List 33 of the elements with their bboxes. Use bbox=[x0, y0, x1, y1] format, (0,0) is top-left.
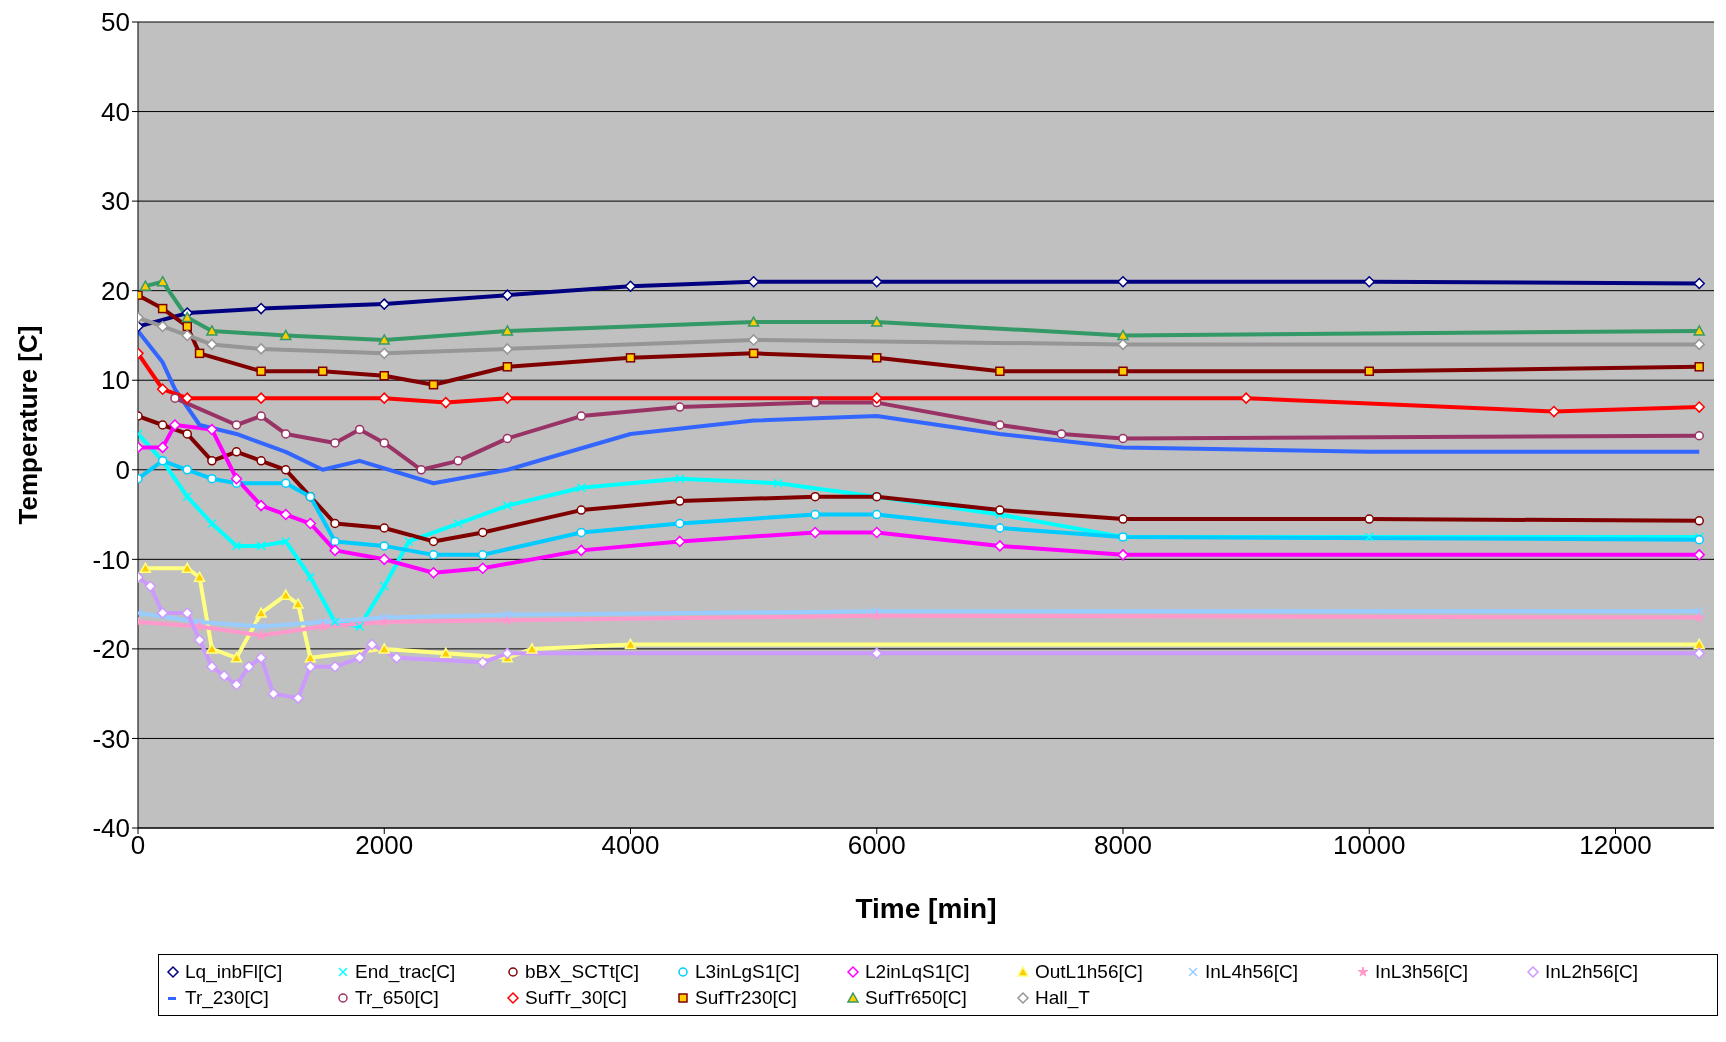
legend-label: Tr_230[C] bbox=[185, 987, 269, 1009]
x-tick-label: 6000 bbox=[847, 830, 906, 861]
legend-label: OutL1h56[C] bbox=[1035, 961, 1143, 983]
legend-label: SufTr650[C] bbox=[865, 987, 967, 1009]
legend-label: InL4h56[C] bbox=[1205, 961, 1298, 983]
x-tick-label: 12000 bbox=[1579, 830, 1652, 861]
y-tick-label: 30 bbox=[101, 186, 130, 217]
y-tick-label: -30 bbox=[92, 723, 130, 754]
legend-label: Tr_650[C] bbox=[355, 987, 439, 1009]
legend-label: bBX_SCTt[C] bbox=[525, 961, 640, 983]
y-tick-label: 20 bbox=[101, 275, 130, 306]
y-tick-label: -10 bbox=[92, 544, 130, 575]
x-tick-label: 4000 bbox=[601, 830, 660, 861]
x-tick-label: 2000 bbox=[355, 830, 414, 861]
legend-label: InL2h56[C] bbox=[1545, 961, 1638, 983]
legend-label: SufTr_30[C] bbox=[525, 987, 627, 1009]
x-axis-title: Time [min] bbox=[855, 893, 997, 924]
y-tick-label: -20 bbox=[92, 634, 130, 665]
y-tick-label: 0 bbox=[115, 455, 130, 486]
x-tick-label: 8000 bbox=[1094, 830, 1152, 861]
y-tick-label: -40 bbox=[92, 813, 130, 844]
legend-label: L2inLqS1[C] bbox=[865, 961, 970, 983]
legend-label: End_trac[C] bbox=[355, 961, 456, 983]
legend-label: SufTr230[C] bbox=[695, 987, 797, 1009]
y-tick-label: 40 bbox=[101, 96, 130, 127]
legend-label: InL3h56[C] bbox=[1375, 961, 1468, 983]
y-tick-label: 10 bbox=[101, 365, 130, 396]
legend-label: Hall_T bbox=[1035, 987, 1090, 1009]
y-axis-title: Temperature [C] bbox=[13, 325, 44, 525]
x-tick-label: 10000 bbox=[1333, 830, 1406, 861]
y-tick-label: 50 bbox=[101, 7, 130, 38]
legend-label: Lq_inbFl[C] bbox=[185, 961, 283, 983]
legend-label: L3inLgS1[C] bbox=[695, 961, 800, 983]
